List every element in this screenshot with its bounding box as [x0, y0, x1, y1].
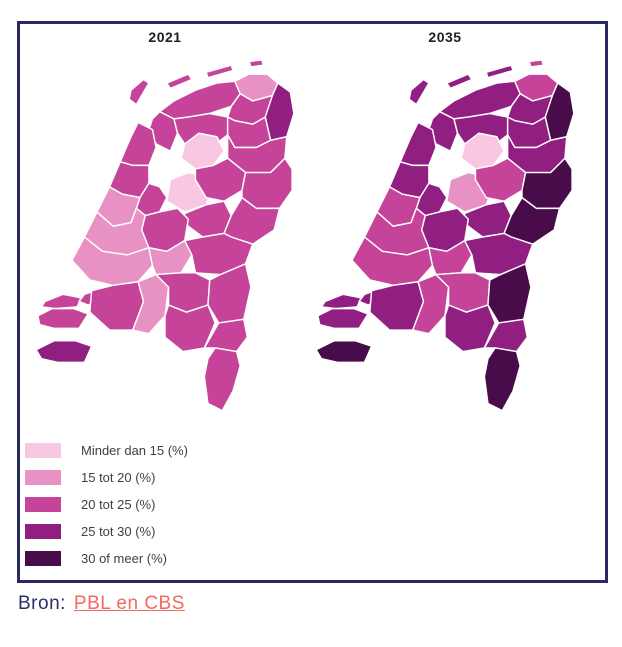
legend-item: 15 tot 20 (%)	[25, 470, 188, 485]
legend-label: 25 tot 30 (%)	[81, 524, 156, 539]
source-line: Bron: PBL en CBS	[18, 593, 185, 615]
legend-swatch	[25, 443, 61, 458]
legend-swatch	[25, 497, 61, 512]
legend-item: Minder dan 15 (%)	[25, 443, 188, 458]
legend-label: 15 tot 20 (%)	[81, 470, 156, 485]
region-limburg-zuid-2021	[203, 347, 241, 412]
legend-label: Minder dan 15 (%)	[81, 443, 188, 458]
source-link[interactable]: PBL en CBS	[73, 593, 185, 614]
legend-swatch	[25, 524, 61, 539]
map-panel-2035: 2035	[307, 28, 583, 416]
legend-item: 25 tot 30 (%)	[25, 524, 188, 539]
legend: Minder dan 15 (%) 15 tot 20 (%) 20 tot 2…	[25, 443, 188, 578]
region-arnhem-nijmegen-2035	[463, 232, 534, 276]
legend-item: 30 of meer (%)	[25, 551, 188, 566]
region-schouwen-2035	[320, 293, 362, 310]
map-2035	[315, 59, 575, 412]
source-prefix: Bron:	[18, 593, 66, 614]
region-kop-noord-holland-2021	[119, 121, 157, 167]
region-ameland-2035	[485, 64, 514, 79]
legend-label: 20 tot 25 (%)	[81, 497, 156, 512]
map-2021	[35, 59, 295, 412]
region-betuwe-2021	[148, 239, 193, 276]
map-title-2021: 2021	[148, 29, 182, 45]
legend-item: 20 tot 25 (%)	[25, 497, 188, 512]
region-schiermonnikoog-2035	[528, 59, 545, 68]
region-betuwe-2035	[428, 239, 473, 276]
region-rotterdam-2035	[351, 236, 434, 287]
region-ameland-2021	[205, 64, 234, 79]
region-kop-noord-holland-2035	[399, 121, 437, 167]
region-zeeuws-vlaanderen-2035	[315, 340, 373, 364]
region-zeeuws-vlaanderen-2021	[35, 340, 93, 364]
region-walcheren-2035	[317, 307, 369, 330]
region-noordoostpolder-2035	[460, 132, 505, 170]
figure-box: 2021 2035 Minder dan 15 (%) 15 tot 20 (%…	[17, 21, 608, 583]
region-texel-2021	[128, 78, 150, 106]
region-schouwen-2021	[40, 293, 82, 310]
region-arnhem-nijmegen-2021	[183, 232, 254, 276]
legend-swatch	[25, 470, 61, 485]
region-terschelling-2035	[446, 73, 473, 90]
region-limburg-noord-2035	[487, 263, 532, 324]
region-limburg-noord-2021	[207, 263, 252, 324]
legend-label: 30 of meer (%)	[81, 551, 167, 566]
map-panel-2021: 2021	[27, 28, 303, 416]
region-rotterdam-2021	[71, 236, 154, 287]
region-terschelling-2021	[166, 73, 193, 90]
region-texel-2035	[408, 78, 430, 106]
region-limburg-zuid-2035	[483, 347, 521, 412]
region-walcheren-2021	[37, 307, 89, 330]
region-noordoostpolder-2021	[180, 132, 225, 170]
legend-swatch	[25, 551, 61, 566]
map-title-2035: 2035	[428, 29, 462, 45]
region-schiermonnikoog-2021	[248, 59, 265, 68]
